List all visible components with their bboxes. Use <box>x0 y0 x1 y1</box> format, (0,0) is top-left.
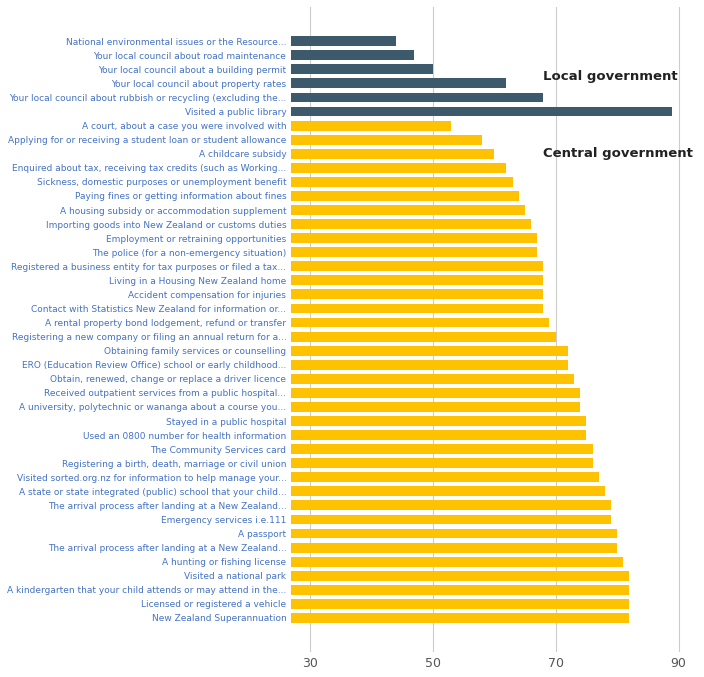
Bar <box>125 374 574 384</box>
Bar <box>125 205 525 215</box>
Bar <box>125 318 549 328</box>
Bar <box>125 359 568 370</box>
Bar <box>125 388 580 398</box>
Bar <box>125 64 433 74</box>
Bar <box>125 93 543 102</box>
Bar <box>125 543 617 552</box>
Bar <box>125 332 555 341</box>
Bar <box>125 402 580 412</box>
Bar <box>125 106 672 116</box>
Bar <box>125 290 543 299</box>
Bar <box>125 613 629 623</box>
Bar <box>125 149 494 158</box>
Bar <box>125 50 414 60</box>
Bar <box>125 177 513 187</box>
Bar <box>125 529 617 538</box>
Bar <box>125 556 623 567</box>
Bar <box>125 121 451 131</box>
Bar <box>125 261 543 271</box>
Bar <box>125 416 586 426</box>
Bar <box>125 444 593 454</box>
Bar <box>125 79 506 88</box>
Bar <box>125 500 611 510</box>
Bar <box>125 247 537 257</box>
Bar <box>125 191 519 201</box>
Bar <box>125 233 537 243</box>
Bar <box>125 303 543 313</box>
Bar <box>125 486 605 496</box>
Bar <box>125 135 482 145</box>
Bar <box>125 458 593 468</box>
Text: Local government: Local government <box>543 70 678 83</box>
Bar <box>125 346 568 355</box>
Bar <box>125 515 611 525</box>
Text: Central government: Central government <box>543 147 693 160</box>
Bar <box>125 163 506 173</box>
Bar <box>125 430 586 440</box>
Bar <box>125 276 543 285</box>
Bar <box>125 473 598 482</box>
Bar <box>125 219 531 229</box>
Bar <box>125 599 629 609</box>
Bar <box>125 571 629 581</box>
Bar <box>125 37 396 46</box>
Bar <box>125 585 629 594</box>
